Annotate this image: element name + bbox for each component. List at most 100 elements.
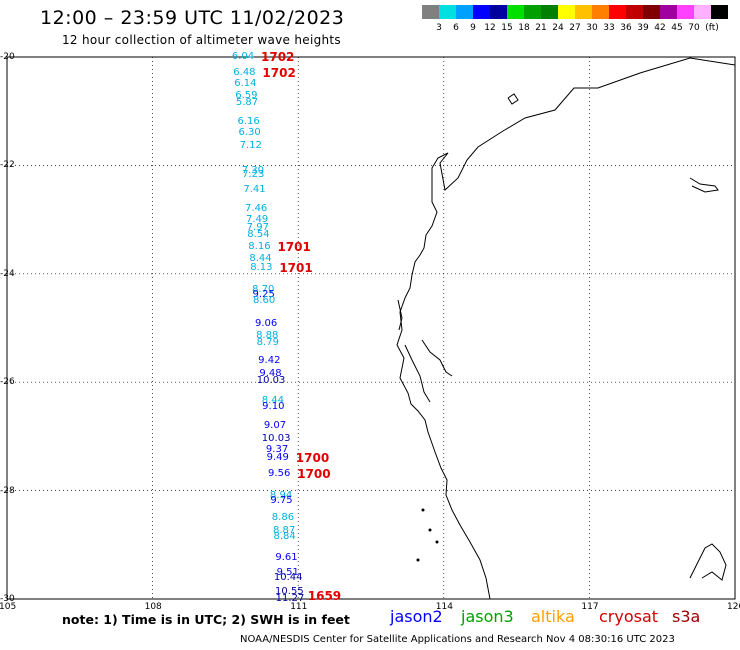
wave-height-value: 9.61	[275, 552, 298, 564]
wave-height-value: 9.06	[254, 317, 278, 329]
latitude-tick-label: -26	[0, 377, 15, 388]
legend-label: 27	[569, 23, 581, 33]
pass-time-label: 1700	[295, 451, 330, 466]
wave-height-value: 9.56	[268, 468, 291, 480]
legend-label: 45	[671, 23, 683, 33]
legend-swatch	[490, 5, 507, 19]
legend-swatch	[609, 5, 626, 19]
island-outline	[689, 177, 719, 193]
wave-height-value: 10.44	[273, 572, 303, 584]
wave-height-value: 8.16	[248, 240, 271, 252]
legend-label: 39	[637, 23, 649, 33]
longitude-tick-label: 111	[290, 602, 308, 612]
legend-swatch	[439, 5, 456, 19]
legend-swatch	[422, 5, 439, 19]
wave-height-value: 6.14	[234, 78, 257, 90]
satellite-name-s3a: s3a	[672, 607, 701, 626]
wave-height-value: 9.37	[265, 443, 289, 455]
pass-time-label: 1702	[261, 50, 295, 64]
legend-swatch	[592, 5, 609, 19]
legend-swatch	[643, 5, 660, 19]
wave-height-value: 7.30	[241, 164, 264, 176]
wave-height-value: 6.48	[233, 67, 256, 79]
wave-height-value: 7.41	[243, 183, 266, 195]
longitude-tick-label: 120	[727, 602, 740, 612]
wave-height-value: 8.87	[272, 525, 296, 537]
wave-height-value: 9.25	[252, 289, 275, 301]
latitude-tick-label: -30	[0, 594, 15, 604]
longitude-tick-label: 105	[0, 602, 17, 612]
latitude-tick-label: -22	[0, 160, 15, 171]
legend-label: 36	[620, 23, 632, 33]
longitude-tick-label: 117	[581, 602, 599, 612]
footnote: note: 1) Time is in UTC; 2) SWH is in fe…	[62, 612, 350, 627]
page-title: 12:00 – 23:59 UTC 11/02/2023	[40, 7, 345, 29]
credit-line: NOAA/NESDIS Center for Satellite Applica…	[240, 634, 675, 645]
legend-label: 9	[470, 23, 476, 33]
island-outline	[507, 93, 519, 105]
wave-height-value: 8.54	[247, 228, 270, 240]
wave-height-value: 8.70	[252, 284, 275, 296]
wave-height-value: 7.12	[239, 140, 262, 152]
wave-height-value: 9.07	[263, 419, 287, 431]
legend-swatch	[626, 5, 643, 19]
coastline	[396, 57, 736, 600]
legend-swatch	[677, 5, 694, 19]
legend-swatch	[711, 5, 728, 19]
island-dot	[428, 528, 432, 532]
wave-height-value: 10.03	[261, 433, 291, 445]
island-dot	[435, 540, 439, 544]
legend-unit-label: (ft)	[705, 23, 719, 33]
legend-label: 18	[518, 23, 530, 33]
wave-height-value: 6.04	[231, 51, 255, 62]
wave-height-value: 8.44	[249, 252, 272, 264]
map-frame	[6, 56, 736, 600]
legend-swatch	[694, 5, 711, 19]
latitude-tick-label: -28	[0, 485, 15, 496]
pass-time-label: 1702	[262, 66, 296, 81]
wave-height-value: 8.13	[250, 262, 273, 274]
wave-height-value: 8.94	[269, 490, 293, 502]
island-outline	[397, 299, 403, 331]
wave-height-value: 9.48	[259, 368, 282, 380]
wave-height-value: 11.27	[275, 593, 305, 604]
wave-height-value: 8.86	[271, 511, 295, 523]
legend-label: 70	[688, 23, 700, 33]
latitude-tick-label: -20	[0, 52, 15, 62]
wave-height-value: 8.44	[261, 395, 284, 407]
longitude-tick-label: 114	[435, 602, 453, 612]
satellite-name-cryosat: cryosat	[599, 607, 659, 626]
legend-label: 3	[436, 23, 442, 33]
wave-height-value: 8.88	[256, 330, 279, 342]
wave-height-value: 7.46	[245, 202, 268, 214]
coastline-fragment	[689, 543, 727, 581]
pass-time-label: 1659	[307, 589, 342, 604]
satellite-name-jason2: jason2	[390, 607, 443, 626]
latitude-tick-label: -24	[0, 268, 15, 279]
wave-height-value: 7.23	[242, 169, 265, 181]
pass-time-label: 1701	[277, 239, 311, 254]
legend-label: 21	[535, 23, 547, 33]
legend-label: 33	[603, 23, 615, 33]
coastline-peninsula	[421, 339, 453, 377]
legend-swatch	[575, 5, 592, 19]
pass-time-label: 1700	[297, 467, 331, 482]
wave-height-value: 7.97	[246, 221, 269, 233]
wave-height-value: 5.87	[235, 97, 259, 109]
legend-label: 24	[552, 23, 564, 33]
coastline-peninsula	[404, 344, 431, 403]
legend-swatch	[507, 5, 524, 19]
wave-height-value: 8.60	[253, 294, 276, 306]
island-dot	[416, 558, 420, 562]
wave-height-value: 6.59	[235, 90, 258, 102]
satellite-name-altika: altika	[531, 607, 575, 626]
wave-height-value: 10.55	[275, 585, 304, 597]
legend-swatch	[473, 5, 490, 19]
wave-height-value: 10.03	[256, 374, 286, 386]
legend-label: 42	[654, 23, 666, 33]
island-dot	[421, 508, 425, 512]
legend-swatch	[558, 5, 575, 19]
legend-label: 6	[453, 23, 459, 33]
legend-label: 12	[484, 23, 496, 33]
